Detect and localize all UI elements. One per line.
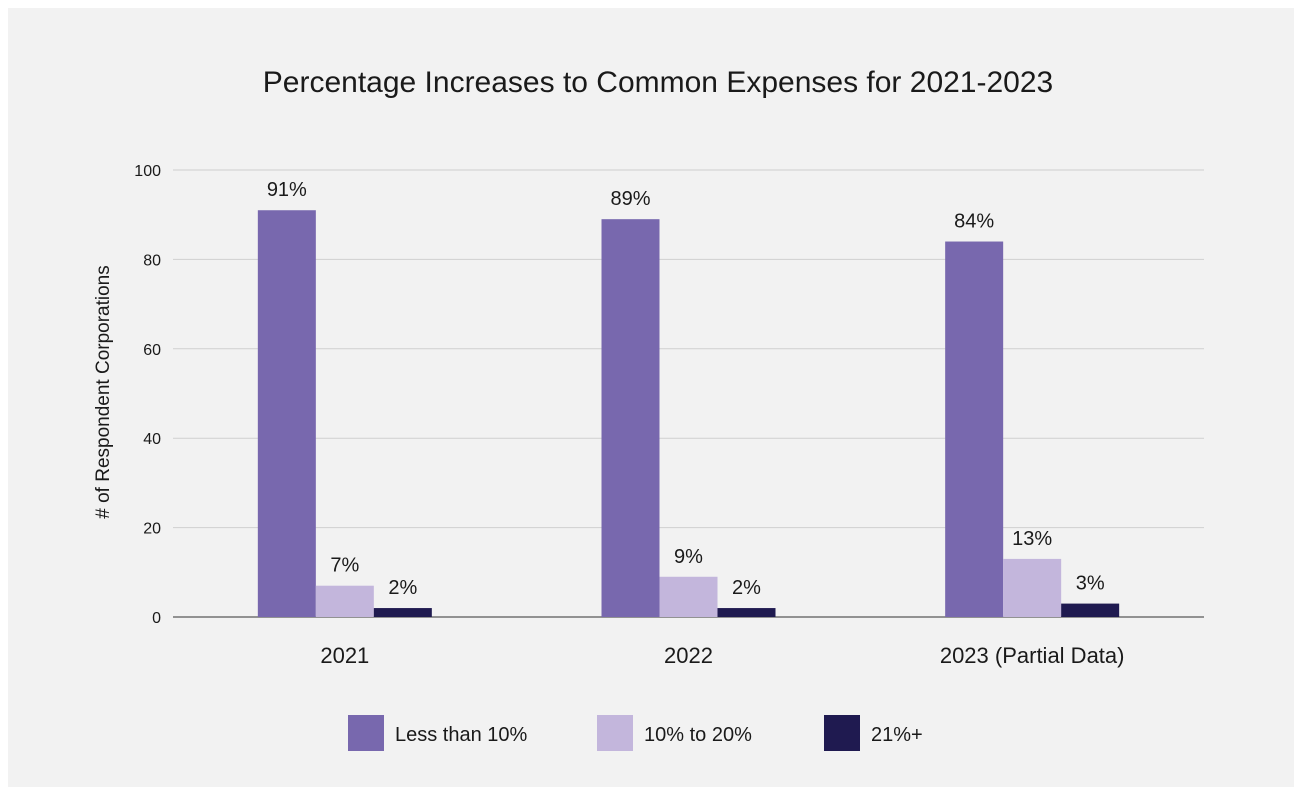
data-label: 3%: [1076, 573, 1105, 595]
y-tick-label: 100: [134, 163, 161, 180]
data-label: 84%: [954, 211, 994, 233]
data-labels: 91% 7% 2% 89% 9% 2% 84% 13% 3%: [267, 179, 1105, 599]
data-label: 2%: [388, 577, 417, 599]
bar: [945, 241, 1004, 617]
bars: [257, 210, 1120, 618]
legend-swatch: [597, 715, 633, 751]
category-label: 2022: [664, 643, 713, 668]
legend-swatch: [348, 715, 384, 751]
bar: [601, 219, 660, 618]
data-label: 13%: [1012, 528, 1052, 550]
y-tick-label: 60: [143, 342, 161, 359]
bar: [659, 576, 718, 617]
data-label: 2%: [732, 577, 761, 599]
y-tick-label: 20: [143, 521, 161, 538]
data-label: 89%: [610, 188, 650, 210]
legend-swatch: [824, 715, 860, 751]
data-label: 7%: [330, 555, 359, 577]
y-axis-title: # of Respondent Corporations: [93, 265, 114, 519]
y-axis-ticks: 0 20 40 60 80 100: [134, 163, 161, 627]
chart-container: Percentage Increases to Common Expenses …: [8, 8, 1294, 787]
y-tick-label: 40: [143, 431, 161, 448]
chart-title: Percentage Increases to Common Expenses …: [263, 66, 1053, 99]
legend-label: Less than 10%: [395, 724, 528, 746]
legend: Less than 10% 10% to 20% 21%+: [348, 715, 923, 751]
bar: [1003, 558, 1062, 617]
y-tick-label: 80: [143, 252, 161, 269]
bar: [1061, 603, 1120, 617]
legend-label: 10% to 20%: [644, 724, 752, 746]
bar: [257, 210, 316, 618]
bar: [717, 608, 776, 617]
category-label: 2021: [320, 643, 369, 668]
legend-label: 21%+: [871, 724, 923, 746]
x-axis-categories: 2021 2022 2023 (Partial Data): [320, 643, 1124, 668]
y-tick-label: 0: [152, 610, 161, 627]
category-label: 2023 (Partial Data): [940, 643, 1125, 668]
bar: [315, 585, 374, 617]
data-label: 9%: [674, 546, 703, 568]
bar-chart: Percentage Increases to Common Expenses …: [93, 66, 1204, 751]
data-label: 91%: [267, 179, 307, 201]
bar: [373, 608, 432, 617]
